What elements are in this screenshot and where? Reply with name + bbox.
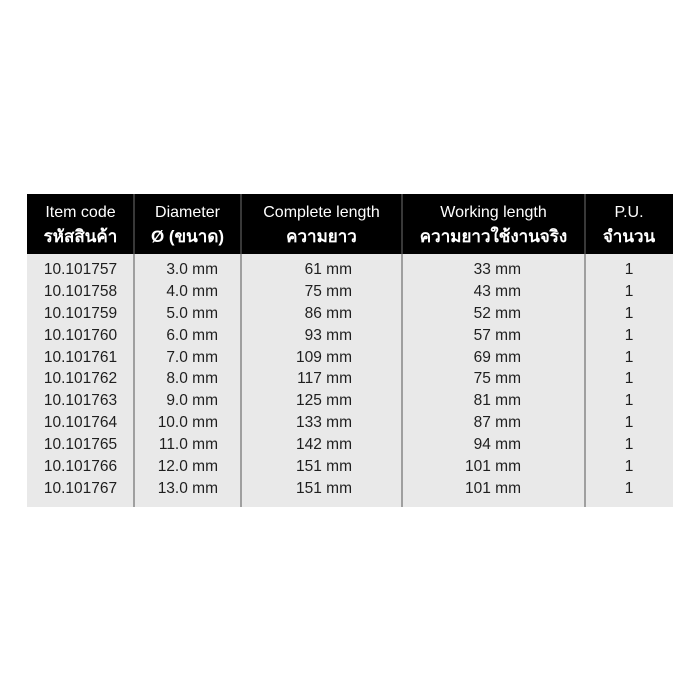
cell-diameter: 7.0 mm (166, 348, 218, 366)
cell-working: 87 mm (473, 414, 521, 432)
cell-working: 43 mm (473, 282, 521, 300)
cell-diameter: 13.0 mm (157, 479, 218, 497)
table-row: 10.101762 8.0 mm 117 mm 75 mm 1 (27, 368, 673, 390)
cell-complete: 142 mm (296, 436, 352, 454)
cell-working: 75 mm (473, 370, 521, 388)
cell-diameter: 6.0 mm (166, 326, 218, 344)
cell-pu: 1 (624, 458, 634, 476)
header-cell-pu: P.U. จำนวน (585, 194, 673, 254)
header-label-th: จำนวน (602, 227, 656, 246)
cell-pu: 1 (624, 282, 634, 300)
cell-code: 10.101764 (43, 414, 118, 432)
cell-code: 10.101758 (43, 282, 118, 300)
cell-code: 10.101757 (43, 261, 118, 278)
table-body: 10.101757 3.0 mm 61 mm 33 mm 1 10.101758 4.0 m… (27, 254, 673, 507)
cell-complete: 125 mm (296, 392, 352, 410)
cell-diameter: 4.0 mm (166, 282, 218, 300)
cell-diameter: 9.0 mm (166, 392, 218, 410)
cell-working: 101 mm (465, 479, 521, 497)
cell-working: 94 mm (473, 436, 521, 454)
cell-pu: 1 (624, 370, 634, 388)
column-divider (133, 194, 135, 507)
header-cell-working-length: Working length ความยาวใช้งานจริง (402, 194, 585, 254)
table-row: 10.101764 10.0 mm 133 mm 87 mm 1 (27, 412, 673, 434)
header-label-en: Item code (45, 204, 116, 221)
cell-pu: 1 (624, 414, 634, 432)
cell-code: 10.101765 (43, 436, 118, 454)
cell-working: 69 mm (473, 348, 521, 366)
header-label-th: ความยาวใช้งานจริง (419, 227, 568, 246)
cell-working: 57 mm (473, 326, 521, 344)
cell-diameter: 8.0 mm (166, 370, 218, 388)
cell-complete: 61 mm (304, 261, 352, 278)
table-row: 10.101765 11.0 mm 142 mm 94 mm 1 (27, 434, 673, 456)
table-row: 10.101766 12.0 mm 151 mm 101 mm 1 (27, 456, 673, 478)
cell-working: 52 mm (473, 304, 521, 322)
cell-pu: 1 (624, 304, 634, 322)
cell-diameter: 10.0 mm (157, 414, 218, 432)
cell-code: 10.101761 (43, 348, 118, 366)
table-header-row: Item code รหัสสินค้า Diameter Ø (ขนาด) C… (27, 194, 673, 254)
cell-complete: 151 mm (296, 458, 352, 476)
cell-complete: 75 mm (304, 282, 352, 300)
cell-complete: 133 mm (296, 414, 352, 432)
table-row: 10.101761 7.0 mm 109 mm 69 mm 1 (27, 347, 673, 369)
cell-pu: 1 (624, 348, 634, 366)
table-row: 10.101763 9.0 mm 125 mm 81 mm 1 (27, 390, 673, 412)
cell-complete: 117 mm (297, 370, 352, 388)
column-divider (240, 194, 242, 507)
table-row: 10.101759 5.0 mm 86 mm 52 mm 1 (27, 303, 673, 325)
cell-code: 10.101762 (43, 370, 118, 388)
table-row: 10.101767 13.0 mm 151 mm 101 mm 1 (27, 478, 673, 500)
cell-pu: 1 (624, 392, 634, 410)
cell-complete: 109 mm (296, 348, 352, 366)
header-label-th: Ø (ขนาด) (150, 227, 225, 246)
header-label-en: P.U. (614, 204, 644, 221)
cell-diameter: 5.0 mm (166, 304, 218, 322)
cell-pu: 1 (624, 261, 634, 278)
cell-code: 10.101767 (43, 479, 118, 497)
header-label-en: Complete length (263, 204, 380, 221)
table-row: 10.101760 6.0 mm 93 mm 57 mm 1 (27, 325, 673, 347)
cell-complete: 93 mm (304, 326, 352, 344)
header-cell-complete-length: Complete length ความยาว (241, 194, 402, 254)
cell-working: 33 mm (473, 261, 521, 278)
cell-complete: 151 mm (296, 479, 352, 497)
cell-working: 81 mm (473, 392, 521, 410)
cell-pu: 1 (624, 479, 634, 497)
header-cell-diameter: Diameter Ø (ขนาด) (134, 194, 241, 254)
column-divider (401, 194, 403, 507)
table-row: 10.101757 3.0 mm 61 mm 33 mm 1 (27, 259, 673, 281)
cell-pu: 1 (624, 326, 634, 344)
product-spec-table: Item code รหัสสินค้า Diameter Ø (ขนาด) C… (27, 194, 673, 507)
cell-diameter: 3.0 mm (166, 261, 218, 278)
cell-diameter: 12.0 mm (157, 458, 218, 476)
header-cell-item-code: Item code รหัสสินค้า (27, 194, 134, 254)
header-label-en: Diameter (155, 204, 220, 221)
cell-working: 101 mm (465, 458, 521, 476)
header-label-en: Working length (440, 204, 547, 221)
cell-complete: 86 mm (304, 304, 352, 322)
cell-pu: 1 (624, 436, 634, 454)
cell-code: 10.101763 (43, 392, 118, 410)
column-divider (584, 194, 586, 507)
cell-diameter: 11.0 mm (158, 436, 218, 454)
table-row: 10.101758 4.0 mm 75 mm 43 mm 1 (27, 281, 673, 303)
header-label-th: ความยาว (286, 227, 357, 246)
header-label-th: รหัสสินค้า (43, 227, 118, 246)
cell-code: 10.101766 (43, 458, 118, 476)
cell-code: 10.101760 (43, 326, 118, 344)
cell-code: 10.101759 (43, 304, 118, 322)
